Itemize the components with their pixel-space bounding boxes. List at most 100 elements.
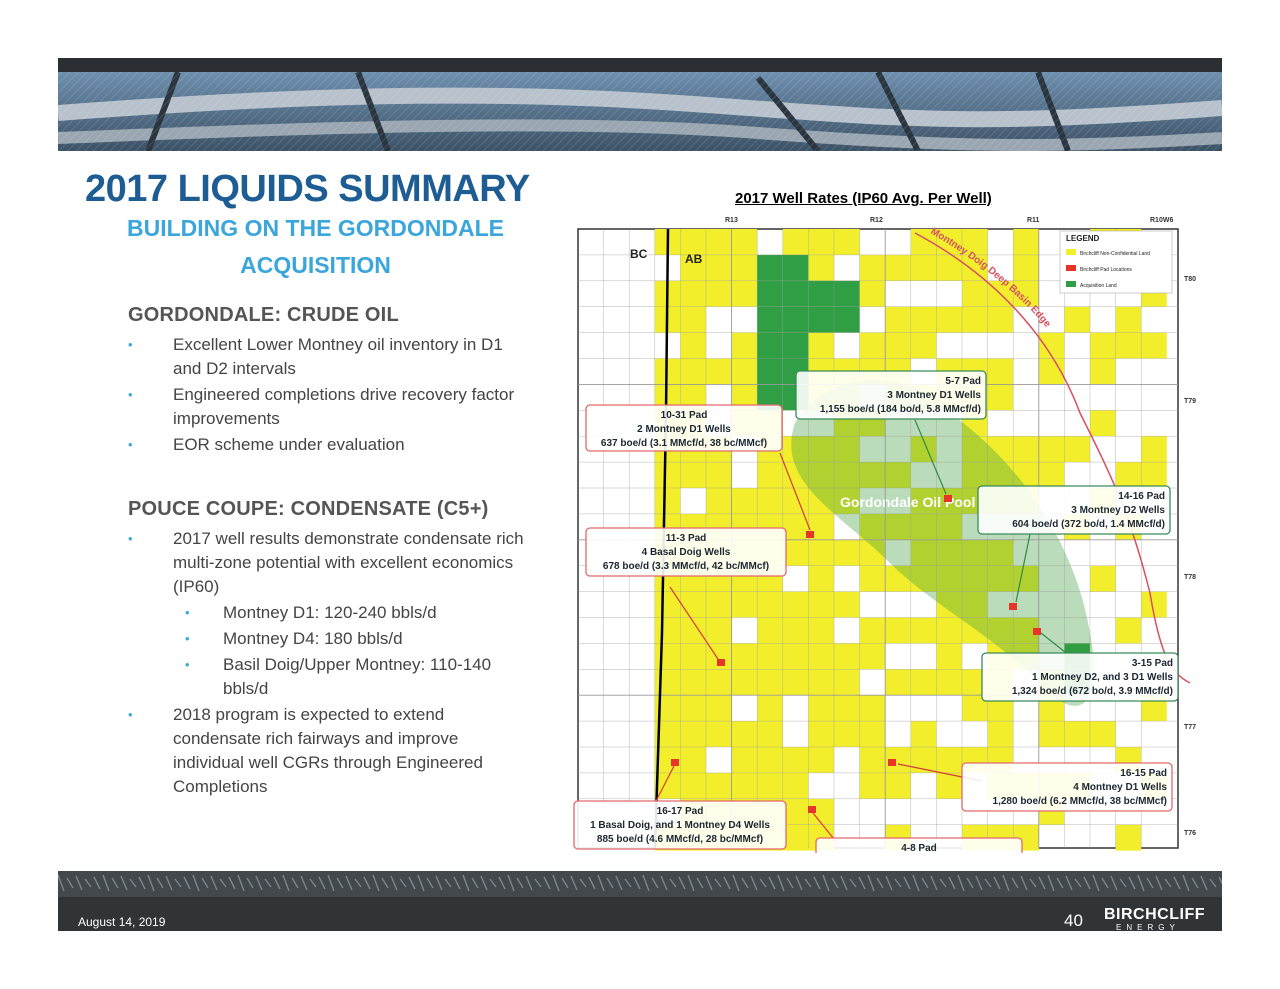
land-cell xyxy=(987,358,1014,385)
subtitle-line-2: ACQUISITION xyxy=(240,252,391,278)
land-cell xyxy=(654,643,681,670)
land-cell xyxy=(859,462,886,488)
land-cell xyxy=(1013,280,1039,307)
land-cell xyxy=(987,306,1014,333)
page-number: 40 xyxy=(1064,911,1083,930)
land-cell xyxy=(834,643,860,670)
pipes-graphic xyxy=(58,70,1222,151)
acquisition-cell xyxy=(757,306,783,333)
land-cell xyxy=(910,565,937,592)
land-cell xyxy=(1013,254,1039,281)
land-cell xyxy=(910,617,937,644)
map-legend: LEGEND Birchcliff Non-Confidential Land … xyxy=(1059,230,1173,294)
callout-line: 1 Montney D2, and 3 D1 Wells xyxy=(1032,672,1173,683)
land-cell xyxy=(808,721,834,747)
acquisition-cell xyxy=(757,280,783,307)
land-cell xyxy=(1038,462,1065,488)
land-cell xyxy=(962,229,988,255)
footer-date: August 14, 2019 xyxy=(78,915,166,929)
land-cell xyxy=(782,747,809,773)
land-cell xyxy=(1115,462,1142,488)
province-label-ab: AB xyxy=(685,252,703,266)
footer-bar: August 14, 2019 40 BIRCHCLIFF ENERGY xyxy=(58,871,1222,931)
land-cell xyxy=(731,747,758,773)
callout-line: 3 Montney D2 Wells xyxy=(1071,505,1165,516)
province-label-bc: BC xyxy=(630,247,648,261)
deep-basin-edge-line xyxy=(914,232,1191,684)
township-label: T79 xyxy=(1184,398,1196,405)
pouce-coupe-heading: POUCE COUPE: CONDENSATE (C5+) xyxy=(128,498,489,520)
legend-title: LEGEND xyxy=(1066,234,1100,243)
land-cell xyxy=(987,617,1014,644)
land-cell xyxy=(1115,332,1142,359)
land-cell xyxy=(1064,436,1090,463)
land-cell xyxy=(962,565,988,592)
land-cell xyxy=(987,384,1014,411)
land-cell xyxy=(1038,332,1065,359)
land-cell xyxy=(706,462,732,488)
bullet-item: 2018 program is expected to extend conde… xyxy=(128,703,528,799)
land-cell xyxy=(936,539,962,566)
callout-line: 2 Montney D1 Wells xyxy=(637,424,731,435)
pad-callout: 3-15 Pad 1 Montney D2, and 3 D1 Wells 1,32… xyxy=(981,652,1179,702)
legend-label: Birchcliff Pad Locations xyxy=(1080,267,1132,273)
pad-marker xyxy=(944,495,952,502)
land-cell xyxy=(654,591,681,618)
land-cell xyxy=(680,254,706,281)
acquisition-cell xyxy=(808,306,834,333)
land-cell xyxy=(859,332,886,359)
land-cell xyxy=(1141,462,1167,488)
pad-marker xyxy=(1033,628,1041,635)
callout-arrows xyxy=(654,419,1076,845)
land-cell xyxy=(885,306,911,333)
acquisition-cell xyxy=(782,332,809,359)
land-cell xyxy=(808,539,834,566)
land-cell xyxy=(808,462,834,488)
callout-line: 885 boe/d (4.6 MMcf/d, 28 bc/MMcf) xyxy=(597,834,763,845)
land-cell xyxy=(654,488,681,514)
callout-line: 16-17 Pad xyxy=(657,806,704,817)
header-banner-image xyxy=(58,58,1222,151)
land-cell xyxy=(680,280,706,307)
land-cell xyxy=(782,824,809,851)
acquisition-cell xyxy=(757,332,783,359)
land-cell xyxy=(757,488,783,514)
pad-marker xyxy=(717,659,725,666)
callout-line: 678 boe/d (3.3 MMcf/d, 42 bc/MMcf) xyxy=(603,561,769,572)
land-cell xyxy=(962,306,988,333)
land-cell xyxy=(910,254,937,281)
pad-marker xyxy=(1009,603,1017,610)
callout-line: 1,280 boe/d (6.2 MMcf/d, 38 bc/MMcf) xyxy=(993,796,1167,807)
pouce-coupe-bullets: 2017 well results demonstrate condensate… xyxy=(128,527,528,799)
land-cell xyxy=(987,462,1014,488)
township-label: T77 xyxy=(1184,724,1196,731)
callout-line: 1,155 boe/d (184 bo/d, 5.8 MMcf/d) xyxy=(820,404,981,415)
gordondale-heading: GORDONDALE: CRUDE OIL xyxy=(128,304,399,326)
land-cell xyxy=(936,643,962,670)
land-cell xyxy=(1013,462,1039,488)
map-title: 2017 Well Rates (IP60 Avg. Per Well) xyxy=(735,190,992,207)
land-cell xyxy=(910,669,937,696)
land-cell xyxy=(834,488,860,514)
land-cell xyxy=(680,747,706,773)
land-cell xyxy=(731,591,758,618)
land-cell xyxy=(987,565,1014,592)
land-cell xyxy=(680,669,706,696)
land-cell xyxy=(654,669,681,696)
land-cell xyxy=(859,721,886,747)
land-cell xyxy=(936,617,962,644)
land-cell xyxy=(936,591,962,618)
land-cell xyxy=(808,695,834,722)
land-cell xyxy=(987,539,1014,566)
land-cell xyxy=(680,229,706,255)
pad-marker xyxy=(888,759,896,766)
land-cell xyxy=(962,436,988,463)
land-cell xyxy=(834,721,860,747)
land-cell xyxy=(885,617,911,644)
land-cell xyxy=(706,229,732,255)
land-cell xyxy=(782,539,809,566)
land-cell xyxy=(757,591,783,618)
land-cell xyxy=(706,772,732,799)
land-cell xyxy=(731,643,758,670)
land-cell xyxy=(910,488,937,514)
